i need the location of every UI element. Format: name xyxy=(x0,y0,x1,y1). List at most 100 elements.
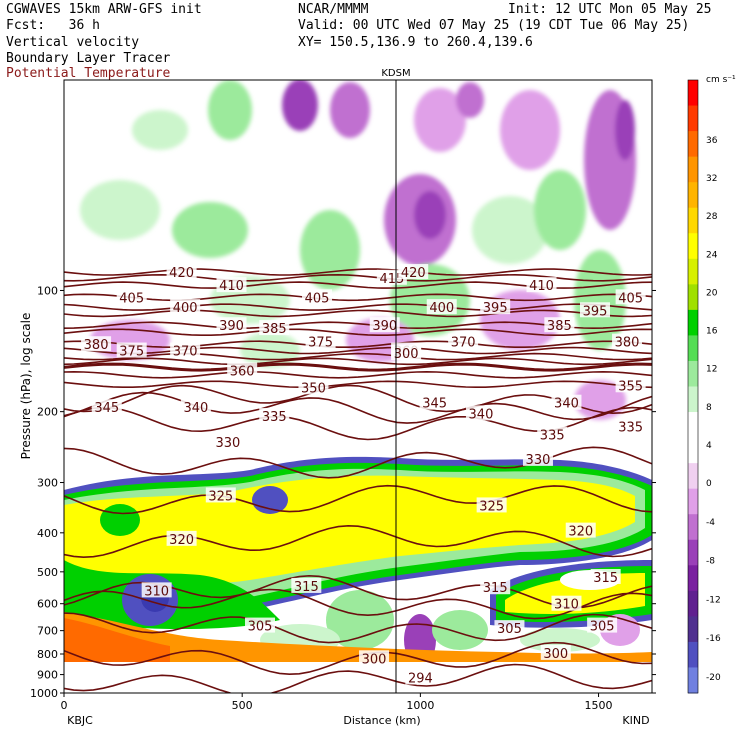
theta-contour-395 xyxy=(64,309,652,318)
colorbar-swatch xyxy=(688,565,698,592)
y-tick-label: 300 xyxy=(37,477,58,490)
colorbar-label: 32 xyxy=(706,174,717,184)
colorbar-swatch xyxy=(688,284,698,311)
theta-contour-405 xyxy=(64,293,652,302)
theta-label-bg xyxy=(590,568,621,584)
header-potential-temperature: Potential Temperature xyxy=(6,66,171,81)
colorbar-swatch xyxy=(688,412,698,439)
y-tick-label: 800 xyxy=(37,648,58,661)
station-marker-label: KDSM xyxy=(381,68,410,79)
theta-label-bg xyxy=(91,399,122,415)
theta-label: 360 xyxy=(230,364,255,379)
theta-label-bg xyxy=(579,302,610,318)
y-tick-label: 700 xyxy=(37,625,58,638)
theta-label: 335 xyxy=(618,421,643,436)
vertical-velocity-field xyxy=(80,80,636,420)
theta-contour-380 xyxy=(64,340,652,349)
theta-contour-340 xyxy=(64,391,652,424)
y-tick-label: 600 xyxy=(37,598,58,611)
header-vertical-velocity: Vertical velocity xyxy=(6,35,140,50)
header-boundary-layer-tracer: Boundary Layer Tracer xyxy=(6,51,171,66)
theta-label: 390 xyxy=(372,319,397,334)
header-model: CGWAVES 15km ARW-GFS init xyxy=(6,2,202,17)
colorbar-label: -8 xyxy=(706,557,715,567)
theta-contour-385 xyxy=(64,328,652,336)
plot-frame xyxy=(63,79,653,694)
colorbar-swatch xyxy=(688,590,698,617)
theta-label: 345 xyxy=(94,401,119,416)
colorbar: 36 32 28 24 20 16 12 8 4 0 -4 -8 -12 -16 -20 xyxy=(687,79,721,694)
theta-label-bg xyxy=(587,617,618,633)
y-tick-label: 100 xyxy=(37,284,58,297)
theta-label-bg xyxy=(116,289,147,305)
y-tick-label: 900 xyxy=(37,669,58,682)
theta-contour-360 xyxy=(64,362,652,372)
colorbar-label: -12 xyxy=(706,595,721,605)
theta-label-bg xyxy=(205,487,236,503)
theta-label-bg xyxy=(615,289,646,305)
colorbar-swatch xyxy=(688,131,698,158)
theta-label-bg xyxy=(141,582,172,598)
theta-label-bg xyxy=(398,264,429,280)
theta-label: 335 xyxy=(540,429,565,444)
theta-label: 320 xyxy=(169,533,194,548)
theta-label: 400 xyxy=(429,301,454,316)
theta-label-bg xyxy=(465,405,496,421)
colorbar-label: 28 xyxy=(706,212,718,222)
theta-label: 340 xyxy=(183,401,208,416)
theta-label: 385 xyxy=(262,322,287,337)
colorbar-label: 4 xyxy=(706,441,712,451)
theta-label: 350 xyxy=(301,381,326,396)
theta-label: 420 xyxy=(401,266,426,281)
theta-label: 315 xyxy=(483,581,508,596)
colorbar-frame xyxy=(687,79,699,694)
x-tick-label: 1000 xyxy=(406,699,434,712)
theta-contour-420 xyxy=(64,268,652,276)
theta-contour-330 xyxy=(64,446,652,479)
theta-label: 395 xyxy=(483,301,508,316)
theta-label: 300 xyxy=(362,652,387,667)
colorbar-swatch xyxy=(688,488,698,515)
theta-label-bg xyxy=(305,333,336,349)
theta-label: 325 xyxy=(479,499,504,514)
theta-label-bg xyxy=(405,669,436,685)
colorbar-swatch xyxy=(688,233,698,260)
header-org: NCAR/MMMM xyxy=(298,2,369,17)
theta-label: 355 xyxy=(618,379,643,394)
theta-contour-365 xyxy=(64,357,652,366)
theta-label-bg xyxy=(476,497,507,513)
theta-label-bg xyxy=(227,362,258,378)
colorbar-swatch xyxy=(688,641,698,668)
theta-label: 380 xyxy=(615,336,640,351)
colorbar-swatch xyxy=(688,182,698,209)
theta-label: 310 xyxy=(554,598,579,613)
colorbar-swatch xyxy=(688,437,698,464)
theta-label: 385 xyxy=(547,319,572,334)
x-axis: 0 500 1000 1500 xyxy=(61,693,613,712)
theta-label: 320 xyxy=(568,525,593,540)
theta-label: 294 xyxy=(408,671,433,686)
theta-label-bg xyxy=(259,407,290,423)
colorbar-label: 36 xyxy=(706,136,718,146)
colorbar-label: -16 xyxy=(706,634,721,644)
header-fcst: Fcst: 36 h xyxy=(6,18,100,33)
theta-label-bg xyxy=(522,450,553,466)
left-station-label: KBJC xyxy=(67,714,93,727)
theta-label: 405 xyxy=(119,291,144,306)
theta-label-bg xyxy=(212,434,243,450)
theta-label-bg xyxy=(166,530,197,546)
theta-label: 400 xyxy=(173,301,198,316)
theta-label-bg xyxy=(245,617,275,633)
y-tick-label: 200 xyxy=(37,406,58,419)
header-init: Init: 12 UTC Mon 05 May 25 xyxy=(508,2,712,17)
theta-label: 310 xyxy=(144,584,169,599)
theta-label-bg xyxy=(615,418,646,434)
colorbar-unit: cm s⁻¹ xyxy=(706,75,736,85)
theta-label: 300 xyxy=(543,647,568,662)
colorbar-label: 8 xyxy=(706,403,712,413)
colorbar-swatch xyxy=(688,539,698,566)
colorbar-swatch xyxy=(688,207,698,234)
theta-label-bg xyxy=(291,577,322,593)
theta-label-bg xyxy=(259,320,290,336)
